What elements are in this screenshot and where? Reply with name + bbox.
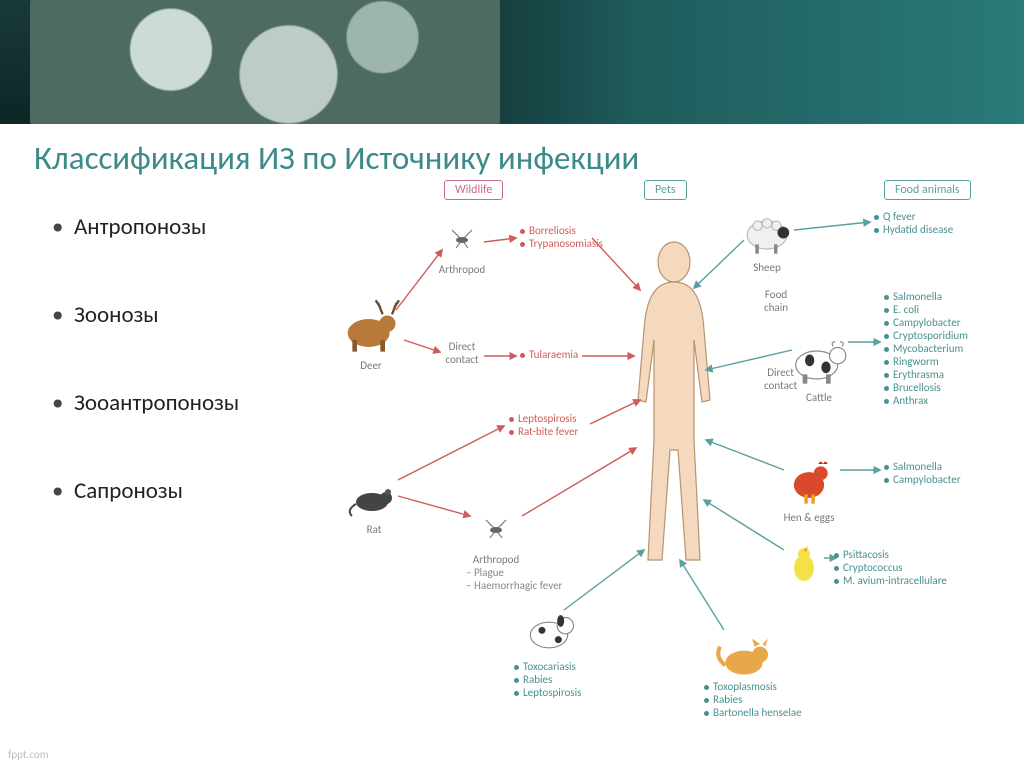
- disease-item: Leptospirosis: [509, 412, 578, 425]
- disease-item: Brucellosis: [884, 381, 968, 394]
- disease-item: Tularaemia: [520, 348, 578, 361]
- disease-item: – Plague: [466, 566, 526, 579]
- disease-item: Salmonella: [884, 290, 968, 303]
- disease-item: Mycobacterium: [884, 342, 968, 355]
- disease-item: Hydatid disease: [874, 223, 953, 236]
- disease-item: Toxoplasmosis: [704, 680, 802, 693]
- node-label: Sheep: [732, 261, 802, 274]
- disease-list: Q feverHydatid disease: [874, 210, 953, 236]
- disease-list: LeptospirosisRat-bite fever: [509, 412, 578, 438]
- disease-item: Rat-bite fever: [509, 425, 578, 438]
- node-bird: [774, 538, 834, 591]
- mosquito-icon: [432, 210, 492, 261]
- disease-item: Rabies: [704, 693, 802, 706]
- bullet-item: Антропонозы: [74, 213, 239, 241]
- node-arthropod1: Arthropod: [432, 210, 492, 276]
- node-label: Arthropod: [466, 553, 526, 566]
- disease-item: Campylobacter: [884, 473, 961, 486]
- node-hen: Hen & eggs: [774, 450, 844, 524]
- disease-item: Leptospirosis: [514, 686, 581, 699]
- disease-item: Anthrax: [884, 394, 968, 407]
- disease-item: – Haemorrhagic fever: [466, 579, 526, 592]
- node-dog: [514, 600, 584, 661]
- disease-item: E. coli: [884, 303, 968, 316]
- node-label: Deer: [336, 359, 406, 372]
- bullet-item: Зоонозы: [74, 301, 239, 329]
- dog-icon: [514, 600, 584, 659]
- disease-item: Salmonella: [884, 460, 961, 473]
- disease-item: Psittacosis: [834, 548, 947, 561]
- node-rat: Rat: [344, 470, 404, 536]
- cat-icon: [704, 620, 784, 687]
- bird-icon: [774, 538, 834, 589]
- node-label: Cattle: [784, 391, 854, 404]
- disease-item: Ringworm: [884, 355, 968, 368]
- disease-item: Borreliosis: [520, 224, 603, 237]
- node-sheep: Sheep: [732, 200, 802, 274]
- disease-item: Bartonella henselae: [704, 706, 802, 719]
- node-direct: Directcontact: [432, 340, 492, 366]
- node-label: Arthropod: [432, 263, 492, 276]
- rat-icon: [344, 470, 404, 521]
- disease-item: Cryptococcus: [834, 561, 947, 574]
- sheep-icon: [732, 200, 802, 259]
- disease-item: Campylobacter: [884, 316, 968, 329]
- disease-item: Cryptosporidium: [884, 329, 968, 342]
- disease-item: Trypanosomiasis: [520, 237, 603, 250]
- node-arthropod2: Arthropod– Plague– Haemorrhagic fever: [466, 500, 526, 592]
- slide-title: Классификация ИЗ по Источнику инфекции: [34, 138, 639, 178]
- node-label: Directcontact: [432, 340, 492, 366]
- disease-list: BorreliosisTrypanosomiasis: [520, 224, 603, 250]
- disease-list: SalmonellaCampylobacter: [884, 460, 961, 486]
- route-label: Directcontact: [764, 366, 797, 392]
- zoonosis-diagram: Wildlife Food animals Pets DeerArthropod…: [324, 180, 1006, 740]
- banner-image: [30, 0, 500, 124]
- disease-item: Erythrasma: [884, 368, 968, 381]
- disease-list: ToxocariasisRabiesLeptospirosis: [514, 660, 581, 699]
- disease-item: Rabies: [514, 673, 581, 686]
- node-label: Rat: [344, 523, 404, 536]
- slide-body: Классификация ИЗ по Источнику инфекции А…: [0, 124, 1024, 767]
- node-label: Hen & eggs: [774, 511, 844, 524]
- disease-list: Tularaemia: [520, 348, 578, 361]
- hen-icon: [774, 450, 844, 509]
- bullet-item: Зооантропонозы: [74, 389, 239, 417]
- bullet-list: Антропонозы Зоонозы Зооантропонозы Сапро…: [34, 213, 239, 565]
- disease-list: SalmonellaE. coliCampylobacterCryptospor…: [884, 290, 968, 407]
- disease-list: PsittacosisCryptococcusM. avium-intracel…: [834, 548, 947, 587]
- route-label: Foodchain: [764, 288, 788, 314]
- disease-item: Toxocariasis: [514, 660, 581, 673]
- node-deer: Deer: [336, 298, 406, 372]
- bullet-item: Сапронозы: [74, 477, 239, 505]
- watermark: fppt.com: [8, 748, 48, 761]
- deer-icon: [336, 298, 406, 357]
- disease-list: ToxoplasmosisRabiesBartonella henselae: [704, 680, 802, 719]
- disease-item: Q fever: [874, 210, 953, 223]
- banner: [0, 0, 1024, 124]
- mosquito-icon: [466, 500, 526, 551]
- disease-item: M. avium-intracellulare: [834, 574, 947, 587]
- node-cat: [704, 620, 784, 689]
